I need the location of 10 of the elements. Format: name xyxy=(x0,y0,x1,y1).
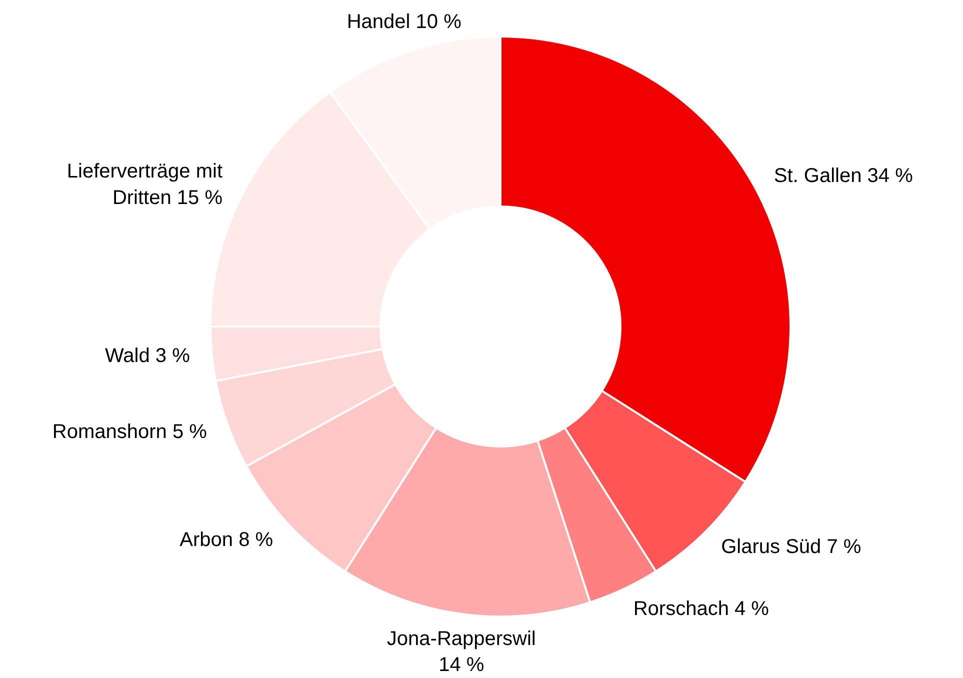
slice-label: Glarus Süd 7 % xyxy=(721,536,862,558)
slice-label: Rorschach 4 % xyxy=(633,598,770,620)
data-label: 14 % xyxy=(438,654,484,676)
slice-label: Romanshorn 5 % xyxy=(52,421,208,444)
slice-label: Wald 3 % xyxy=(105,344,190,367)
slice-label: Handel 10 % xyxy=(346,10,462,33)
slice-label: Arbon 8 % xyxy=(180,529,274,552)
slice-label: St. Gallen 34 % xyxy=(774,165,914,188)
slice-label: Lieferverträge mit Dritten 15 % xyxy=(66,160,223,210)
slice-label: Jona-Rapperswil xyxy=(386,628,536,650)
